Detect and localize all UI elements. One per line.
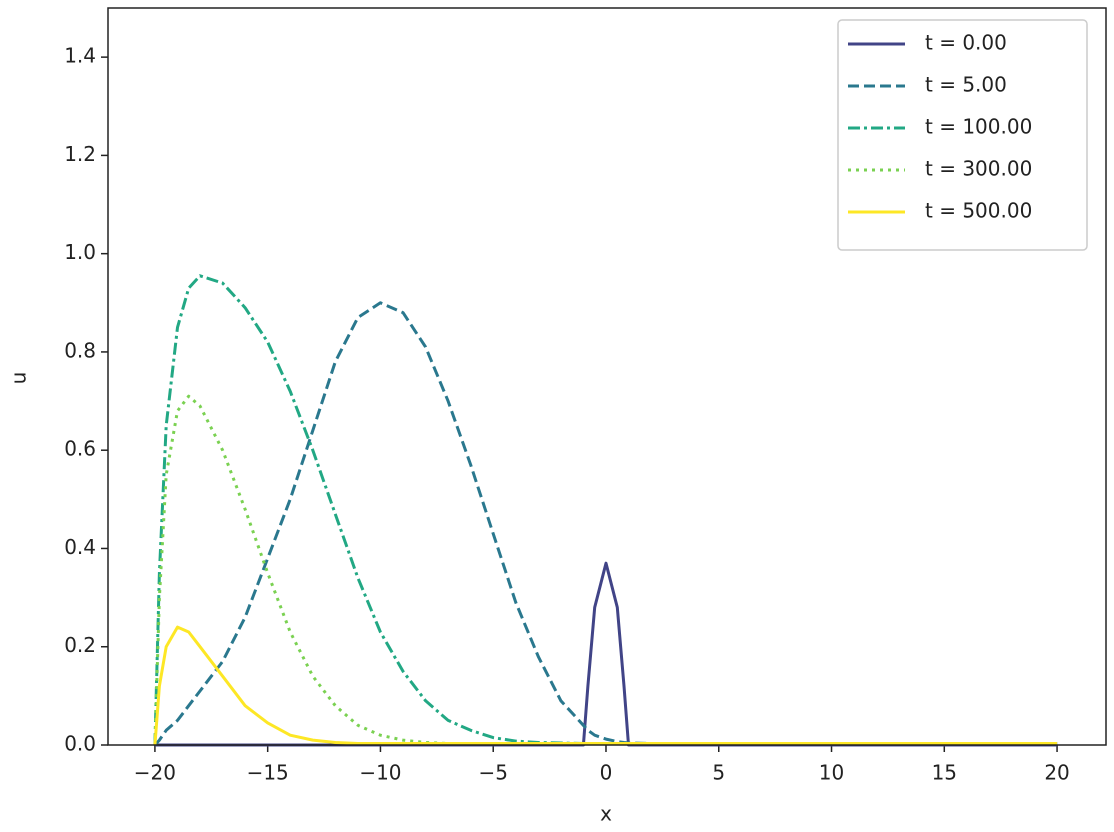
legend: t = 0.00 t = 5.00 t = 100.00 t = 300.00 t = …	[837, 19, 1088, 251]
x-axis-label: x	[600, 802, 612, 826]
legend-label: t = 5.00	[925, 73, 1007, 97]
x-tick-label: 20	[1044, 761, 1069, 785]
series-line	[153, 274, 1058, 746]
series-line	[153, 394, 1058, 746]
y-axis-label: u	[7, 372, 31, 385]
x-tick-label: −15	[247, 761, 289, 785]
legend-label: t = 300.00	[925, 157, 1032, 181]
x-tick-label: −20	[134, 761, 176, 785]
x-tick-label: 15	[932, 761, 957, 785]
x-tick-label: 10	[819, 761, 844, 785]
legend-label: t = 500.00	[925, 199, 1032, 223]
series-line	[154, 561, 1058, 747]
plot-frame	[107, 7, 1107, 746]
series-line	[153, 301, 1058, 747]
legend-box	[837, 19, 1088, 251]
x-tick-label: 5	[712, 761, 725, 785]
y-tick-label: 0.0	[64, 732, 96, 756]
y-tick-label: 0.8	[64, 338, 96, 362]
series-line	[153, 625, 1058, 746]
y-tick-label: 1.0	[64, 240, 96, 264]
legend-label: t = 0.00	[925, 31, 1007, 55]
x-tick-label: −5	[478, 761, 507, 785]
x-tick-label: −10	[359, 761, 401, 785]
legend-label: t = 100.00	[925, 115, 1032, 139]
x-tick-label: 0	[600, 761, 613, 785]
y-tick-label: 0.2	[64, 633, 96, 657]
y-tick-label: 1.2	[64, 142, 96, 166]
y-tick-label: 1.4	[64, 44, 96, 68]
y-tick-label: 0.4	[64, 535, 96, 559]
y-tick-label: 0.6	[64, 437, 96, 461]
